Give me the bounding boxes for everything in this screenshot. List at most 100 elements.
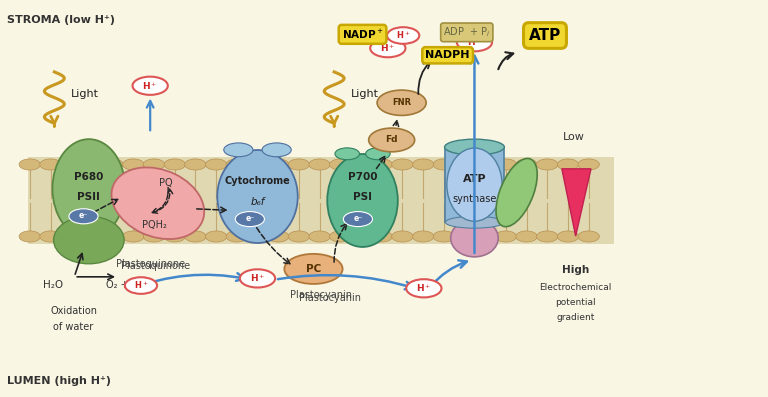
Text: P700: P700 <box>348 172 377 182</box>
Circle shape <box>205 159 227 170</box>
Circle shape <box>267 159 289 170</box>
Text: PQH₂: PQH₂ <box>141 220 167 230</box>
Text: P680: P680 <box>74 172 104 182</box>
Circle shape <box>370 39 406 57</box>
Text: High: High <box>562 265 589 275</box>
Ellipse shape <box>52 139 125 238</box>
Text: Electrochemical: Electrochemical <box>539 283 612 292</box>
Circle shape <box>40 231 61 242</box>
Ellipse shape <box>445 216 504 228</box>
Circle shape <box>309 231 330 242</box>
Text: Oxidation: Oxidation <box>50 306 97 316</box>
Text: ATP: ATP <box>529 28 561 43</box>
Circle shape <box>40 159 61 170</box>
Circle shape <box>284 254 343 284</box>
Circle shape <box>454 231 475 242</box>
Ellipse shape <box>111 168 204 239</box>
Text: of water: of water <box>54 322 94 332</box>
Text: Plastoquinone: Plastoquinone <box>116 259 185 269</box>
Circle shape <box>377 90 426 116</box>
Text: PSI: PSI <box>353 191 372 202</box>
Circle shape <box>516 231 538 242</box>
Text: Plastocyanin: Plastocyanin <box>300 293 361 303</box>
Circle shape <box>267 231 289 242</box>
Text: H$^+$: H$^+$ <box>416 282 432 294</box>
Text: H$^+$: H$^+$ <box>134 279 148 291</box>
Circle shape <box>144 159 165 170</box>
Text: H$^+$: H$^+$ <box>142 80 158 92</box>
Ellipse shape <box>335 148 359 160</box>
Circle shape <box>516 159 538 170</box>
Text: e⁻: e⁻ <box>245 214 254 223</box>
Circle shape <box>288 231 310 242</box>
Text: PSII: PSII <box>78 191 101 202</box>
Circle shape <box>81 159 103 170</box>
Text: NADPH: NADPH <box>425 50 470 60</box>
Text: potential: potential <box>555 298 596 306</box>
Circle shape <box>329 231 351 242</box>
Ellipse shape <box>447 148 502 221</box>
Circle shape <box>226 231 247 242</box>
Circle shape <box>240 269 275 287</box>
Ellipse shape <box>327 154 398 247</box>
Text: e⁻: e⁻ <box>79 212 88 220</box>
Circle shape <box>19 159 41 170</box>
Circle shape <box>102 231 124 242</box>
Text: H$^+$: H$^+$ <box>396 30 410 41</box>
Text: b₆f: b₆f <box>250 197 265 208</box>
Circle shape <box>69 209 98 224</box>
Ellipse shape <box>451 219 498 257</box>
Bar <box>445 147 504 222</box>
Circle shape <box>123 159 144 170</box>
Text: NADP$^+$: NADP$^+$ <box>342 28 383 41</box>
Circle shape <box>247 159 268 170</box>
Circle shape <box>454 159 475 170</box>
Circle shape <box>371 159 392 170</box>
Circle shape <box>412 231 434 242</box>
Circle shape <box>61 159 82 170</box>
Circle shape <box>558 159 579 170</box>
Circle shape <box>495 159 517 170</box>
Ellipse shape <box>54 216 124 264</box>
Text: Plastoquinone: Plastoquinone <box>121 261 190 271</box>
Circle shape <box>457 33 492 51</box>
Circle shape <box>392 231 413 242</box>
Text: Low: Low <box>562 132 584 142</box>
Text: LUMEN (high H⁺): LUMEN (high H⁺) <box>7 376 111 386</box>
Ellipse shape <box>445 139 505 155</box>
Ellipse shape <box>262 143 291 157</box>
Text: PC: PC <box>306 264 321 274</box>
Circle shape <box>102 159 124 170</box>
Circle shape <box>184 159 206 170</box>
Text: PQ: PQ <box>159 179 172 189</box>
Circle shape <box>329 159 351 170</box>
Text: ADP  + P$_i$: ADP + P$_i$ <box>443 25 491 39</box>
Circle shape <box>205 231 227 242</box>
Text: synthase: synthase <box>452 193 497 204</box>
Text: H$^+$: H$^+$ <box>467 37 482 48</box>
Circle shape <box>123 231 144 242</box>
Circle shape <box>288 159 310 170</box>
Text: H₂O: H₂O <box>43 280 63 290</box>
Circle shape <box>537 231 558 242</box>
Ellipse shape <box>217 150 298 243</box>
Circle shape <box>412 159 434 170</box>
Circle shape <box>144 231 165 242</box>
Text: e⁻: e⁻ <box>353 214 362 223</box>
Text: ATP: ATP <box>462 174 486 184</box>
Text: STROMA (low H⁺): STROMA (low H⁺) <box>7 15 115 25</box>
Circle shape <box>578 231 599 242</box>
Circle shape <box>350 159 372 170</box>
Circle shape <box>495 231 517 242</box>
Circle shape <box>81 231 103 242</box>
Text: Cytochrome: Cytochrome <box>224 176 290 186</box>
Text: Plastocyanin: Plastocyanin <box>290 291 353 301</box>
Circle shape <box>133 77 168 95</box>
Circle shape <box>387 27 419 44</box>
Text: H$^+$: H$^+$ <box>380 42 396 54</box>
Circle shape <box>343 212 372 227</box>
Circle shape <box>164 231 185 242</box>
Text: Light: Light <box>351 89 379 99</box>
Text: Fd: Fd <box>386 135 398 145</box>
Text: FNR: FNR <box>392 98 411 107</box>
